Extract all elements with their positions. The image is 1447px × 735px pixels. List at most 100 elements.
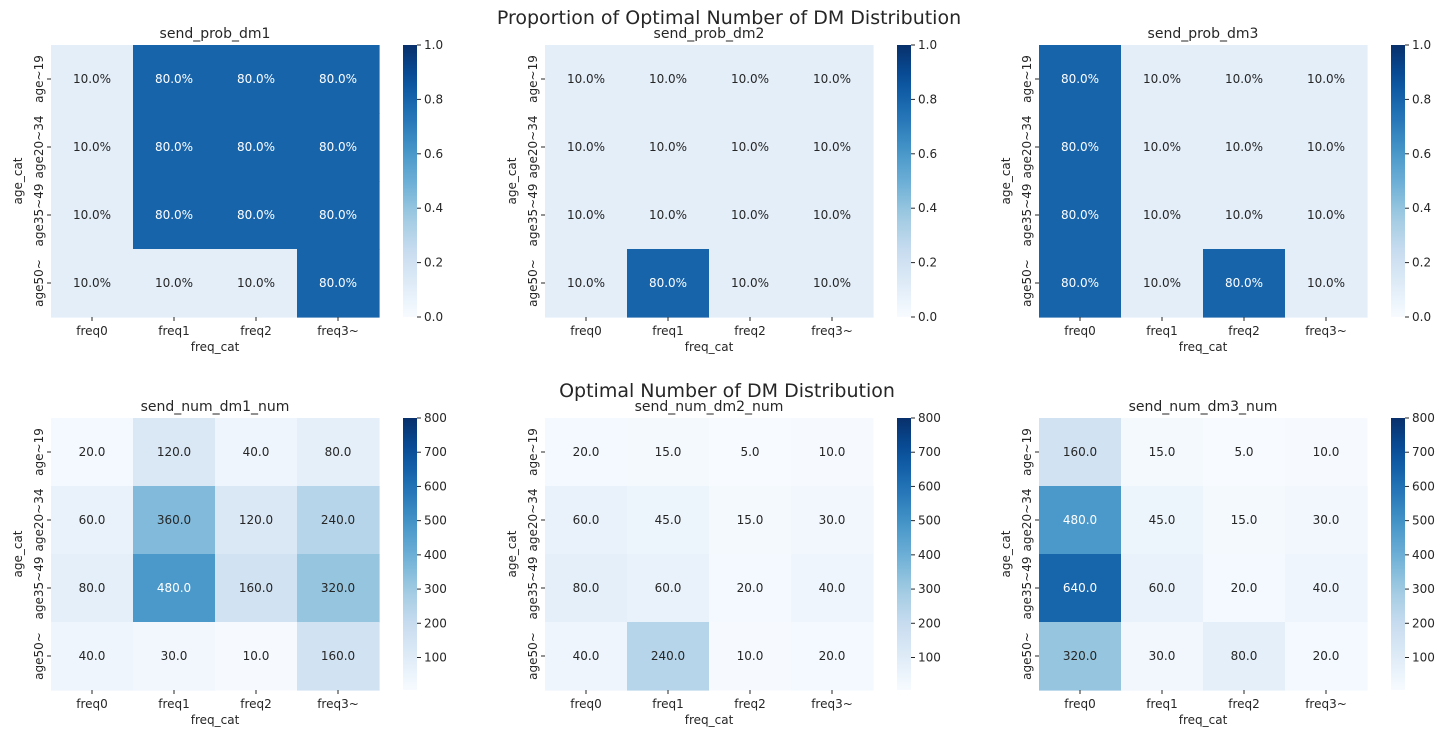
cell-value-label: 80.0% <box>237 208 275 222</box>
cell-value-label: 20.0 <box>573 445 600 459</box>
cell-value-label: 160.0 <box>1063 445 1097 459</box>
cell-value-label: 15.0 <box>1231 513 1258 527</box>
y-tick-label: age50~ <box>526 632 540 680</box>
colorbar <box>1391 45 1405 317</box>
cell-value-label: 10.0% <box>567 276 605 290</box>
colorbar <box>403 45 417 317</box>
x-axis-label: freq_cat <box>1179 713 1228 727</box>
y-tick-label: age~19 <box>1020 428 1034 476</box>
heatmap-cell <box>297 249 380 318</box>
heatmap-3: 80.0% 10.0% 10.0% 10.0% 80.0% 10.0% 10.0% 10.0%… <box>999 26 1431 354</box>
heatmap-cell <box>215 486 298 555</box>
heatmap-cell <box>133 418 216 487</box>
colorbar-tick-label: 0.2 <box>424 256 443 270</box>
heatmap-cell <box>297 418 380 487</box>
heatmap-cell <box>791 113 874 182</box>
heatmap-cell <box>51 622 134 691</box>
heatmap-cell <box>791 622 874 691</box>
heatmap-cell <box>1203 554 1286 623</box>
cell-value-label: 240.0 <box>651 649 685 663</box>
x-axis-label: freq_cat <box>191 713 240 727</box>
heatmap-cell <box>1121 181 1204 250</box>
colorbar-tick-label: 0.8 <box>1412 92 1431 106</box>
x-tick-label: freq0 <box>76 697 108 711</box>
heatmap-cell <box>709 418 792 487</box>
y-tick-label: age35~49 <box>526 184 540 247</box>
x-tick-label: freq3~ <box>317 697 359 711</box>
heatmap-cell <box>297 181 380 250</box>
heatmap-cell <box>791 249 874 318</box>
cell-value-label: 80.0% <box>319 276 357 290</box>
x-axis-label: freq_cat <box>191 340 240 354</box>
cell-value-label: 10.0% <box>731 140 769 154</box>
x-tick-label: freq1 <box>652 324 684 338</box>
cell-value-label: 80.0 <box>325 445 352 459</box>
colorbar-tick-label: 200 <box>918 616 941 630</box>
y-axis-label: age_cat <box>999 530 1013 577</box>
heatmap-cell <box>1039 622 1122 691</box>
x-tick-label: freq1 <box>652 697 684 711</box>
heatmap-cell <box>51 418 134 487</box>
colorbar-tick-label: 0.0 <box>918 310 937 324</box>
y-tick-label: age~19 <box>32 428 46 476</box>
heatmap-cell <box>297 622 380 691</box>
cell-value-label: 80.0% <box>237 72 275 86</box>
heatmap-cell <box>545 418 628 487</box>
x-tick-label: freq0 <box>570 324 602 338</box>
cell-value-label: 10.0 <box>819 445 846 459</box>
heatmap-cell <box>215 113 298 182</box>
cell-value-label: 10.0% <box>1307 276 1345 290</box>
heatmap-cell <box>297 486 380 555</box>
cell-value-label: 80.0% <box>155 140 193 154</box>
cell-value-label: 10.0% <box>73 140 111 154</box>
colorbar-tick-label: 100 <box>1412 650 1435 664</box>
y-tick-label: age~19 <box>526 55 540 103</box>
cell-value-label: 80.0% <box>1061 140 1099 154</box>
colorbar-tick-label: 800 <box>918 411 941 425</box>
colorbar <box>897 45 911 317</box>
heatmap-cell <box>1203 486 1286 555</box>
heatmap-title: send_prob_dm2 <box>654 26 765 42</box>
heatmap-cell <box>1121 622 1204 691</box>
y-tick-label: age20~34 <box>526 116 540 179</box>
cell-value-label: 30.0 <box>1313 513 1340 527</box>
x-tick-label: freq1 <box>158 324 190 338</box>
cell-value-label: 10.0% <box>1225 140 1263 154</box>
cell-value-label: 10.0% <box>649 140 687 154</box>
cell-value-label: 40.0 <box>243 445 270 459</box>
cell-value-label: 10.0% <box>1225 208 1263 222</box>
heatmap-cell <box>1121 418 1204 487</box>
colorbar-tick-label: 0.6 <box>918 147 937 161</box>
cell-value-label: 160.0 <box>239 581 273 595</box>
heatmap-cell <box>51 249 134 318</box>
cell-value-label: 20.0 <box>1231 581 1258 595</box>
cell-value-label: 80.0% <box>319 72 357 86</box>
cell-value-label: 10.0% <box>237 276 275 290</box>
x-tick-label: freq0 <box>76 324 108 338</box>
x-axis-label: freq_cat <box>685 713 734 727</box>
heatmap-2: 10.0% 10.0% 10.0% 10.0% 10.0% 10.0% 10.0% 10.0%… <box>505 26 937 354</box>
heatmap-cell <box>1039 113 1122 182</box>
heatmap-cell <box>133 45 216 114</box>
heatmap-title: send_num_dm2_num <box>635 399 784 415</box>
heatmap-cell <box>1285 554 1368 623</box>
heatmap-cell <box>51 113 134 182</box>
cell-value-label: 10.0 <box>737 649 764 663</box>
cell-value-label: 10.0% <box>1307 72 1345 86</box>
colorbar-tick-label: 500 <box>424 514 447 528</box>
heatmap-cell <box>627 486 710 555</box>
colorbar-tick-label: 600 <box>424 479 447 493</box>
heatmap-cell <box>297 45 380 114</box>
colorbar-tick-label: 600 <box>918 479 941 493</box>
heatmap-cell <box>1121 554 1204 623</box>
heatmap-cell <box>51 45 134 114</box>
cell-value-label: 10.0% <box>567 140 605 154</box>
cell-value-label: 20.0 <box>737 581 764 595</box>
x-tick-label: freq2 <box>240 697 272 711</box>
cell-value-label: 20.0 <box>1313 649 1340 663</box>
x-tick-label: freq3~ <box>811 697 853 711</box>
cell-value-label: 10.0% <box>1225 72 1263 86</box>
heatmap-title: send_num_dm1_num <box>141 399 290 415</box>
cell-value-label: 10.0% <box>649 72 687 86</box>
heatmap-cell <box>215 622 298 691</box>
